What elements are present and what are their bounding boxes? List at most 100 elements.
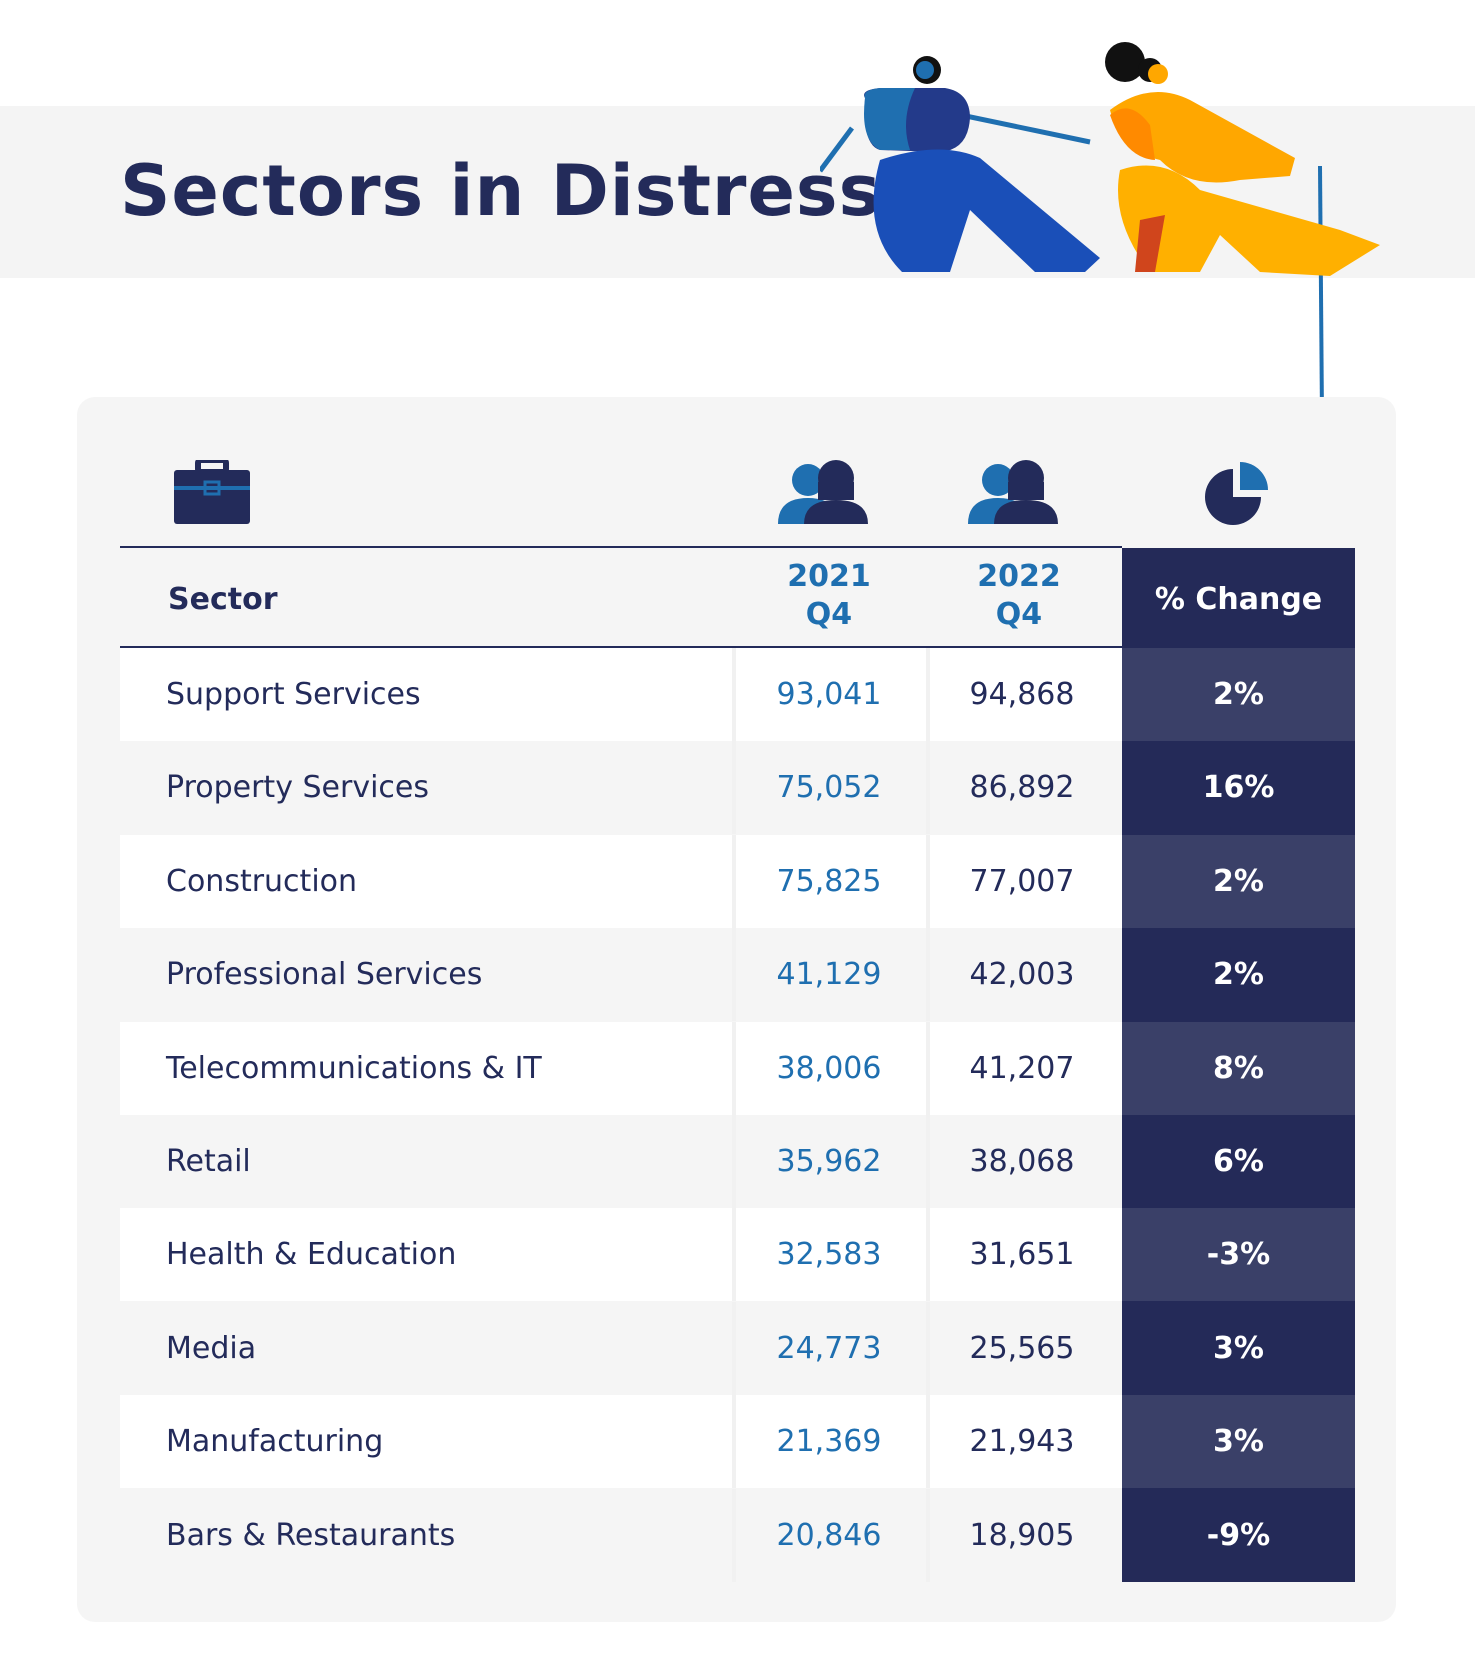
header-change: % Change: [1154, 582, 1323, 617]
header-2022: 2022 Q4: [977, 559, 1061, 632]
column-divider: [926, 1115, 930, 1208]
sector-cell: Bars & Restaurants: [166, 1518, 456, 1553]
row-change-background: [1122, 1115, 1355, 1208]
value-2021-cell: 24,773: [776, 1331, 882, 1366]
sector-cell: Property Services: [166, 770, 429, 805]
value-2022-cell: 25,565: [969, 1331, 1075, 1366]
value-2022-cell: 21,943: [969, 1424, 1075, 1459]
table-row: Professional Services 41,129 42,003 2%: [120, 928, 1355, 1021]
value-2021-cell: 75,825: [776, 864, 882, 899]
column-divider: [732, 1022, 736, 1115]
column-divider: [732, 741, 736, 834]
column-divider: [926, 1395, 930, 1488]
column-divider: [926, 1022, 930, 1115]
sector-cell: Professional Services: [166, 957, 483, 992]
row-change-background: [1122, 648, 1355, 741]
change-cell: 3%: [1213, 1331, 1264, 1366]
header-bottom-rule: [120, 646, 1122, 648]
change-cell: -3%: [1206, 1237, 1271, 1272]
row-change-background: [1122, 928, 1355, 1021]
column-divider: [926, 1489, 930, 1582]
value-2021-cell: 93,041: [776, 677, 882, 712]
column-divider: [732, 1208, 736, 1301]
table-row: Media 24,773 25,565 3%: [120, 1302, 1355, 1395]
column-divider: [926, 928, 930, 1021]
value-2021-cell: 32,583: [776, 1237, 882, 1272]
people-icon-2021: [778, 460, 868, 524]
column-divider: [732, 835, 736, 928]
row-change-background: [1122, 741, 1355, 834]
change-cell: 3%: [1213, 1424, 1264, 1459]
value-2022-cell: 42,003: [969, 957, 1075, 992]
row-background: [120, 1208, 1122, 1301]
value-2021-cell: 75,052: [776, 770, 882, 805]
table-row: Manufacturing 21,369 21,943 3%: [120, 1395, 1355, 1488]
table-row: Health & Education 32,583 31,651 -3%: [120, 1208, 1355, 1301]
change-cell: 8%: [1213, 1051, 1264, 1086]
column-divider: [926, 1208, 930, 1301]
row-change-background: [1122, 1395, 1355, 1488]
value-2021-cell: 20,846: [776, 1518, 882, 1553]
value-2021-cell: 41,129: [776, 957, 882, 992]
change-cell: 2%: [1213, 677, 1264, 712]
column-divider: [926, 1302, 930, 1395]
row-background: [120, 1115, 1122, 1208]
row-change-background: [1122, 1302, 1355, 1395]
sector-cell: Retail: [166, 1144, 251, 1179]
change-cell: 2%: [1213, 957, 1264, 992]
value-2022-cell: 38,068: [969, 1144, 1075, 1179]
column-divider: [732, 1302, 736, 1395]
sector-cell: Manufacturing: [166, 1424, 384, 1459]
page-title: Sectors in Distress: [120, 150, 882, 232]
row-background: [120, 928, 1122, 1021]
row-background: [120, 1395, 1122, 1488]
header-2021: 2021 Q4: [787, 559, 871, 632]
column-divider: [732, 1115, 736, 1208]
value-2022-cell: 77,007: [969, 864, 1075, 899]
row-background: [120, 1302, 1122, 1395]
table-row: Support Services 93,041 94,868 2%: [120, 648, 1355, 741]
table-row: Property Services 75,052 86,892 16%: [120, 741, 1355, 834]
column-divider: [732, 648, 736, 741]
change-cell: 6%: [1213, 1144, 1264, 1179]
pie-chart-icon: [1205, 462, 1268, 525]
sector-cell: Support Services: [166, 677, 421, 712]
people-icon-2022: [968, 460, 1058, 524]
table-row: Bars & Restaurants 20,846 18,905 -9%: [120, 1489, 1355, 1582]
table-row: Construction 75,825 77,007 2%: [120, 835, 1355, 928]
column-divider: [732, 1489, 736, 1582]
row-background: [120, 741, 1122, 834]
tug-of-war-illustration: [820, 42, 1380, 550]
value-2022-cell: 31,651: [969, 1237, 1075, 1272]
row-change-background: [1122, 1208, 1355, 1301]
sector-cell: Media: [166, 1331, 257, 1366]
column-divider: [732, 1395, 736, 1488]
value-2021-cell: 35,962: [776, 1144, 882, 1179]
row-background: [120, 835, 1122, 928]
row-change-background: [1122, 1489, 1355, 1582]
column-divider: [732, 928, 736, 1021]
row-change-background: [1122, 835, 1355, 928]
sector-cell: Telecommunications & IT: [166, 1051, 542, 1086]
value-2022-cell: 18,905: [969, 1518, 1075, 1553]
sector-cell: Health & Education: [166, 1237, 457, 1272]
row-background: [120, 1022, 1122, 1115]
value-2021-cell: 38,006: [776, 1051, 882, 1086]
row-background: [120, 648, 1122, 741]
sector-cell: Construction: [166, 864, 358, 899]
change-cell: 16%: [1202, 770, 1275, 805]
change-cell: 2%: [1213, 864, 1264, 899]
column-divider: [926, 648, 930, 741]
briefcase-icon: [174, 460, 250, 524]
value-2022-cell: 94,868: [969, 677, 1075, 712]
value-2022-cell: 41,207: [969, 1051, 1075, 1086]
value-2022-cell: 86,892: [969, 770, 1075, 805]
change-cell: -9%: [1206, 1518, 1271, 1553]
row-change-background: [1122, 1022, 1355, 1115]
column-divider: [926, 741, 930, 834]
table-row: Telecommunications & IT 38,006 41,207 8%: [120, 1022, 1355, 1115]
header-top-rule: [120, 546, 1122, 548]
row-background: [120, 1489, 1122, 1582]
column-divider: [926, 835, 930, 928]
header-sector: Sector: [168, 582, 278, 617]
